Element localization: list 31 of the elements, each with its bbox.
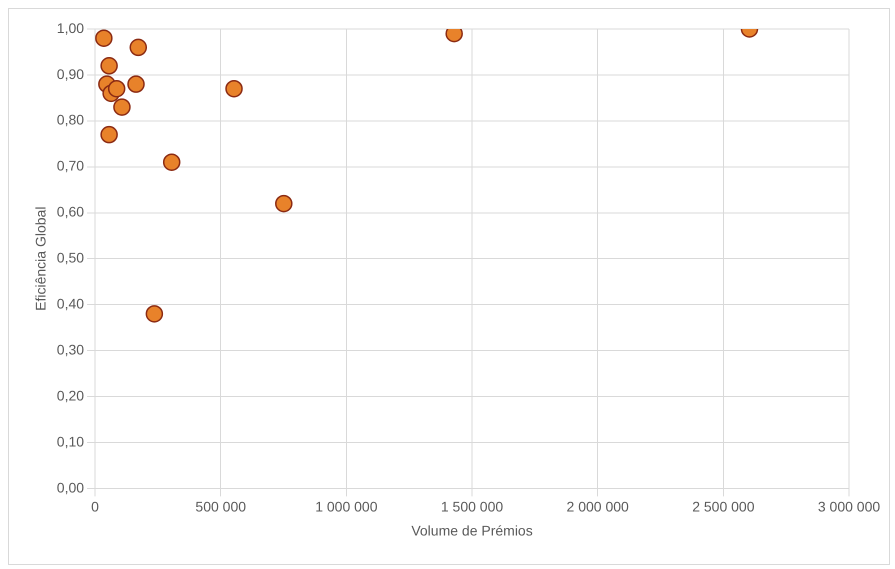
y-tick-label: 0,40: [56, 296, 84, 312]
point: [108, 80, 126, 98]
y-tick-label: 0,20: [56, 387, 84, 404]
point: [113, 98, 131, 116]
y-axis-title: Eficiência Global: [32, 206, 48, 311]
y-tick-label: 0,10: [56, 433, 84, 450]
y-tick-label: 0,90: [56, 66, 84, 82]
point: [100, 57, 118, 74]
x-axis-title: Volume de Prémios: [411, 522, 533, 538]
x-tick-label: 3 000 000: [818, 498, 880, 515]
y-tick-label: 0,60: [56, 204, 84, 220]
x-tick-label: 1 500 000: [440, 498, 504, 515]
y-tick-label: 0,50: [56, 250, 84, 266]
x-tick-label: 2 000 000: [566, 498, 630, 515]
point: [130, 38, 148, 56]
x-tick-label: 2 500 000: [692, 498, 755, 515]
point: [146, 305, 164, 323]
point: [127, 75, 145, 93]
x-tick-label: 0: [91, 498, 100, 515]
point: [100, 126, 118, 144]
y-tick-label: 0,70: [56, 158, 84, 174]
point: [275, 194, 293, 212]
y-tick-label: 0,80: [56, 112, 84, 128]
y-tick-label: 1,00: [56, 20, 84, 36]
y-tick-label: 0,30: [56, 341, 84, 358]
y-tick-label: 0,00: [56, 479, 84, 496]
x-tick-label: 1 000 000: [315, 498, 378, 515]
point: [225, 80, 243, 98]
point: [95, 29, 113, 47]
point: [162, 153, 180, 171]
x-tick-label: 500 000: [195, 498, 246, 515]
